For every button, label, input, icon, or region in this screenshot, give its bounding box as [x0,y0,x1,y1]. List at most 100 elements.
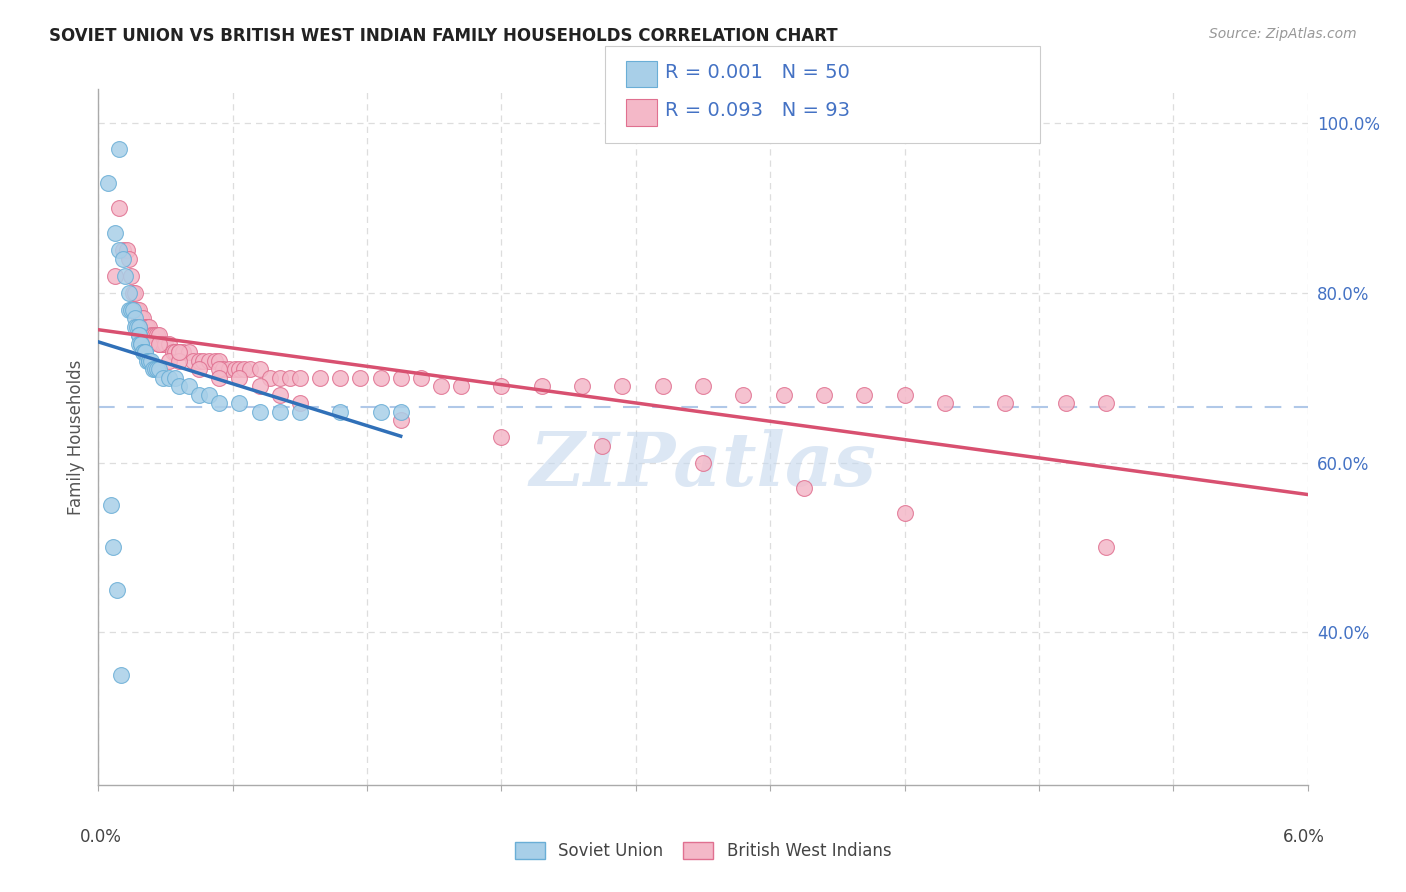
Point [288,396,311,410]
Point [132,311,155,326]
Legend: Soviet Union, British West Indians: Soviet Union, British West Indians [508,836,898,867]
Point [138,336,160,351]
Point [329,370,352,384]
Point [239,362,262,376]
Point [370,370,392,384]
Point [157,336,180,351]
Point [129,336,152,351]
Text: 6.0%: 6.0% [1282,828,1324,846]
Point [409,370,432,384]
Point [149,336,172,351]
Point [1095,541,1118,555]
Point [208,396,231,410]
Point [249,404,271,418]
Point [128,328,150,343]
Point [152,370,174,384]
Point [118,302,141,317]
Point [389,413,412,427]
Point [309,370,332,384]
Point [111,252,134,266]
Point [204,353,226,368]
Point [143,362,166,376]
Point [934,396,956,410]
Point [134,345,156,359]
Point [114,268,136,283]
Point [129,336,152,351]
Point [128,336,150,351]
Point [228,396,250,410]
Text: R = 0.093   N = 93: R = 0.093 N = 93 [665,101,851,120]
Point [110,667,132,681]
Point [142,328,165,343]
Point [139,353,162,368]
Point [491,430,513,444]
Point [893,507,915,521]
Point [179,345,201,359]
Point [218,362,240,376]
Point [134,319,156,334]
Point [591,439,613,453]
Point [208,353,231,368]
Point [118,252,141,266]
Point [208,370,231,384]
Point [249,362,271,376]
Point [128,328,150,343]
Point [103,227,125,241]
Point [152,336,174,351]
Point [107,142,129,156]
Point [139,328,162,343]
Point [138,319,160,334]
Point [138,353,160,368]
Point [188,362,211,376]
Point [134,345,156,359]
Point [124,311,146,326]
Point [121,285,143,300]
Point [100,498,122,512]
Point [153,336,176,351]
Y-axis label: Family Households: Family Households [67,359,86,515]
Point [97,176,120,190]
Point [124,285,146,300]
Point [134,319,156,334]
Point [167,345,190,359]
Point [450,379,472,393]
Point [1054,396,1077,410]
Point [167,345,190,359]
Point [142,362,165,376]
Point [103,268,125,283]
Point [146,362,169,376]
Point [132,345,155,359]
Point [893,387,915,401]
Text: ZIPatlas: ZIPatlas [530,429,876,501]
Point [118,285,141,300]
Point [148,336,170,351]
Point [188,353,211,368]
Point [288,370,311,384]
Point [329,404,352,418]
Point [163,370,186,384]
Point [124,319,146,334]
Text: R = 0.001   N = 50: R = 0.001 N = 50 [665,62,849,82]
Point [198,387,221,401]
Point [162,345,184,359]
Point [181,353,204,368]
Point [389,370,412,384]
Point [571,379,593,393]
Text: Source: ZipAtlas.com: Source: ZipAtlas.com [1209,27,1357,41]
Point [249,379,271,393]
Point [269,387,291,401]
Point [148,328,170,343]
Point [349,370,371,384]
Point [148,336,170,351]
Point [530,379,553,393]
Point [128,319,150,334]
Point [121,302,143,317]
Point [612,379,634,393]
Point [105,582,128,597]
Point [733,387,755,401]
Point [107,244,129,258]
Point [125,302,148,317]
Point [157,353,180,368]
Point [228,370,250,384]
Point [813,387,835,401]
